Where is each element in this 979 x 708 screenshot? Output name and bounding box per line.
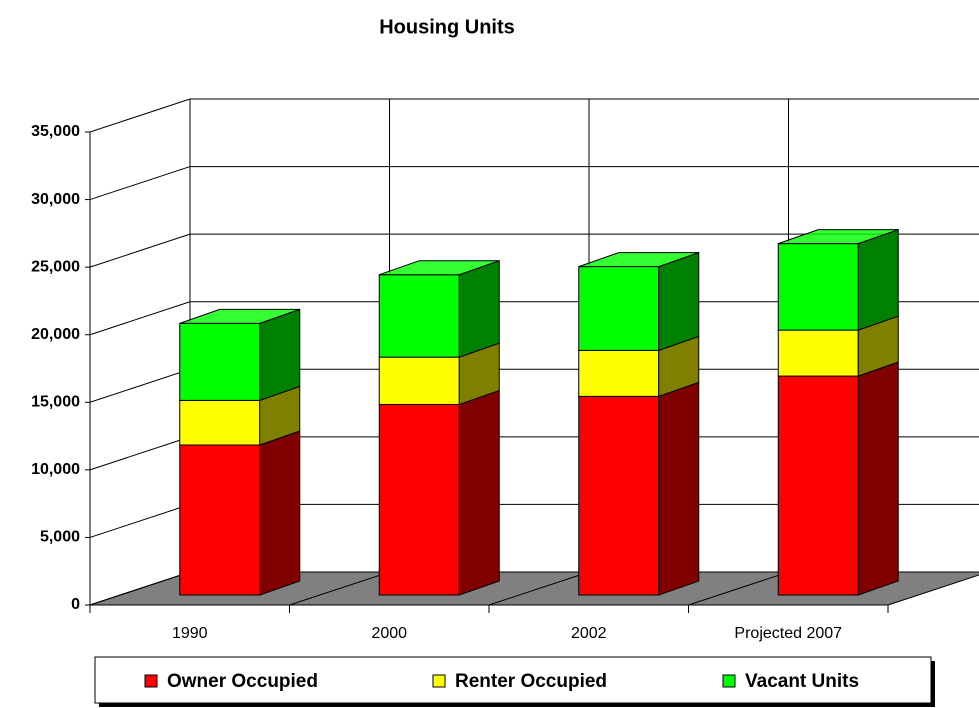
legend	[94, 656, 932, 704]
bar-top	[379, 260, 500, 276]
grid-line	[89, 571, 191, 606]
grid-line	[89, 233, 191, 268]
grid-line	[89, 368, 191, 403]
bar-front	[179, 322, 261, 401]
bar-side	[857, 361, 899, 596]
chart-title: Housing Units	[379, 16, 515, 38]
bar-side	[259, 308, 301, 402]
bar-front	[777, 243, 859, 331]
bar-front	[777, 329, 859, 377]
y-tick-label: 0	[71, 596, 80, 613]
category-divider	[688, 571, 789, 606]
bar-top	[778, 229, 899, 245]
x-tick-label: Projected 2007	[734, 625, 842, 642]
y-tick-label: 30,000	[31, 191, 80, 208]
y-tick-label: 20,000	[31, 326, 80, 343]
y-tick-label: 35,000	[31, 123, 80, 140]
grid-line	[89, 436, 191, 471]
category-divider	[289, 571, 390, 606]
grid-line	[89, 301, 191, 336]
bar-top	[578, 252, 699, 268]
bar-top	[179, 308, 300, 324]
bar-side	[259, 430, 301, 596]
bar-side	[857, 228, 899, 331]
grid-line	[89, 98, 191, 133]
bar-front	[578, 349, 660, 397]
bar-front	[777, 375, 859, 596]
y-tick-label: 10,000	[31, 461, 80, 478]
x-tick-label: 2000	[371, 625, 407, 642]
x-tick-label: 2002	[571, 625, 607, 642]
legend-swatch	[432, 674, 446, 688]
legend-label: Vacant Units	[745, 671, 859, 692]
bar-front	[179, 399, 261, 446]
legend-label: Renter Occupied	[455, 671, 607, 692]
legend-swatch	[144, 674, 158, 688]
bar-front	[378, 274, 460, 358]
bar-front	[578, 266, 660, 351]
legend-label: Owner Occupied	[167, 671, 318, 692]
bar-front	[378, 356, 460, 405]
bar-front	[179, 444, 261, 596]
y-tick-label: 5,000	[40, 529, 80, 546]
legend-swatch	[722, 674, 736, 688]
y-tick-label: 15,000	[31, 394, 80, 411]
category-divider	[488, 571, 590, 606]
bar-side	[658, 251, 700, 352]
x-tick-label: 1990	[172, 625, 208, 642]
bar-front	[378, 403, 460, 596]
bar-side	[458, 389, 500, 596]
y-tick-label: 25,000	[31, 258, 80, 275]
bar-front	[578, 395, 660, 596]
bar-side	[658, 381, 700, 596]
grid-line	[89, 166, 191, 201]
grid-line	[89, 503, 191, 538]
bar-side	[458, 260, 500, 358]
